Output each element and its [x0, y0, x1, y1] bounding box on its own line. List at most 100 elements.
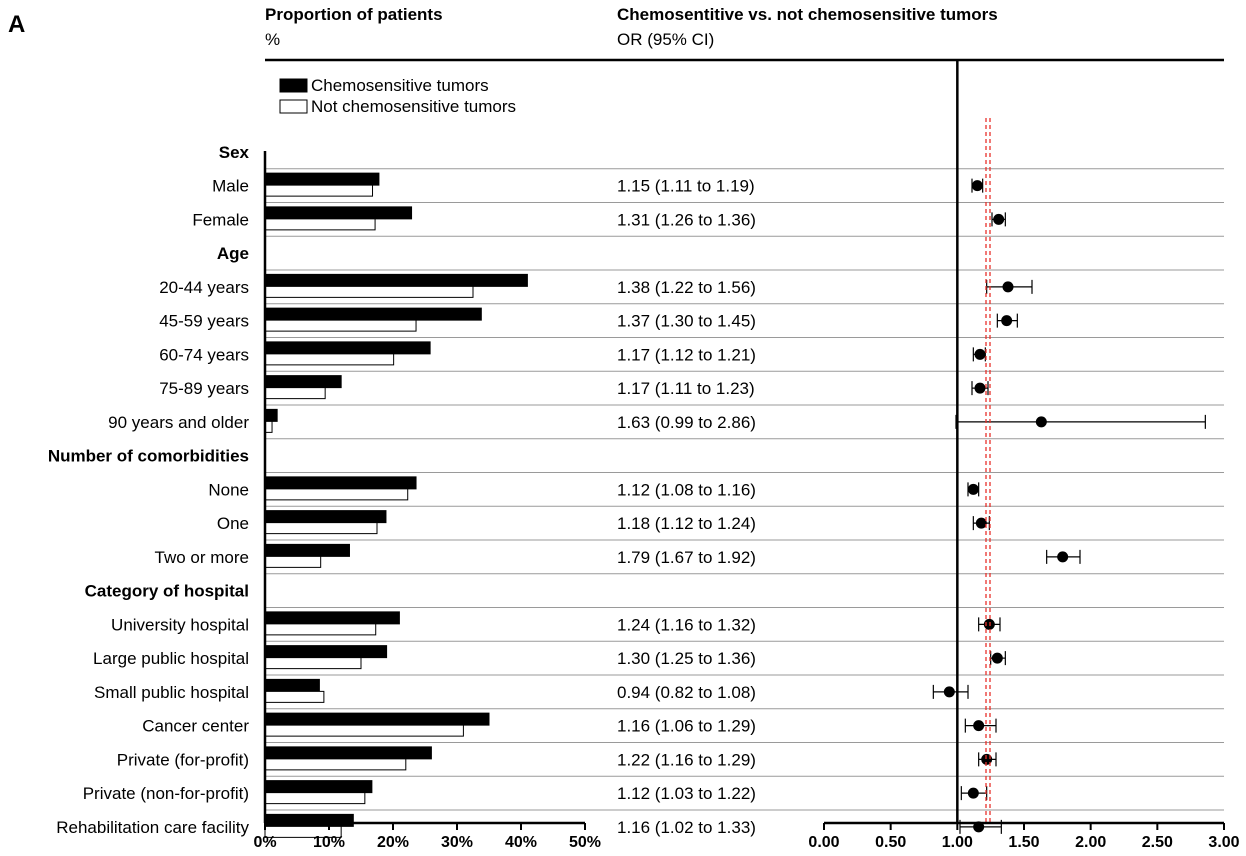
bar-chemosensitive-45-59-years: [264, 307, 482, 321]
row-label-rehabilitation-care-facility: Rehabilitation care facility: [56, 818, 249, 837]
row-label-cancer-center: Cancer center: [142, 717, 249, 736]
bar-chemosensitive-90-years-and-older: [264, 408, 278, 422]
left-header-unit: %: [265, 30, 280, 49]
bar-not-chemosensitive-private-for-profit: [264, 758, 407, 771]
legend: Chemosensitive tumors Not chemosensitive…: [279, 76, 516, 116]
bar-not-chemosensitive-private-non-for-profit: [264, 792, 366, 805]
bar-chemosensitive-60-74-years: [264, 341, 431, 355]
bar-not-chemosensitive-female: [264, 218, 376, 231]
row-label-none: None: [208, 480, 249, 499]
bar-x-tick-label: 30%: [441, 834, 473, 851]
or-text-cancer-center: 1.16 (1.06 to 1.29): [617, 717, 756, 736]
row-label-small-public-hospital: Small public hospital: [94, 683, 249, 702]
bar-chemosensitive-small-public-hospital: [264, 678, 320, 692]
bar-marks: [264, 172, 528, 838]
forest-x-tick-label: 3.00: [1208, 834, 1239, 851]
or-text-none: 1.12 (1.08 to 1.16): [617, 480, 756, 499]
bar-chemosensitive-male: [264, 172, 380, 186]
bar-chemosensitive-female: [264, 206, 413, 220]
or-text-private-non-for-profit: 1.12 (1.03 to 1.22): [617, 784, 756, 803]
bar-chemosensitive-two-or-more: [264, 543, 350, 557]
bar-chemosensitive-75-89-years: [264, 375, 342, 389]
forest-marks: [932, 60, 1206, 834]
bar-not-chemosensitive-large-public-hospital: [264, 657, 362, 670]
bar-not-chemosensitive-one: [264, 522, 378, 535]
bar-chemosensitive-private-non-for-profit: [264, 780, 373, 794]
bar-not-chemosensitive-cancer-center: [264, 724, 464, 737]
or-text-university-hospital: 1.24 (1.16 to 1.32): [617, 615, 756, 634]
bar-not-chemosensitive-60-74-years: [264, 353, 395, 366]
or-text-75-89-years: 1.17 (1.11 to 1.23): [617, 379, 755, 398]
row-label-90-years-and-older: 90 years and older: [108, 413, 249, 432]
or-text-private-for-profit: 1.22 (1.16 to 1.29): [617, 750, 756, 769]
or-text-45-59-years: 1.37 (1.30 to 1.45): [617, 312, 756, 331]
or-text-20-44-years: 1.38 (1.22 to 1.56): [617, 278, 756, 297]
or-point-private-non-for-profit: [967, 787, 979, 799]
right-header-title: Chemosentitive vs. not chemosensitive tu…: [617, 5, 998, 24]
panel-letter: A: [8, 11, 25, 38]
bar-chemosensitive-none: [264, 476, 417, 490]
or-point-75-89-years: [974, 382, 986, 394]
bar-not-chemosensitive-rehabilitation-care-facility: [264, 825, 342, 838]
or-point-20-44-years: [1002, 281, 1014, 293]
bar-x-tick-label: 20%: [377, 834, 409, 851]
bar-x-tick-label: 10%: [313, 834, 345, 851]
bar-chemosensitive-rehabilitation-care-facility: [264, 813, 354, 827]
legend-swatch-chemosensitive: [279, 78, 308, 93]
or-point-large-public-hospital: [991, 652, 1003, 664]
or-text-column: 1.15 (1.11 to 1.19) 1.31 (1.26 to 1.36) 1.…: [617, 177, 756, 837]
or-point-90-years-and-older: [1035, 416, 1047, 428]
bar-not-chemosensitive-two-or-more: [264, 555, 322, 568]
bar-chemosensitive-one: [264, 510, 387, 524]
bar-chemosensitive-large-public-hospital: [264, 645, 388, 659]
bar-chemosensitive-university-hospital: [264, 611, 400, 625]
forest-x-tick-label: 2.50: [1142, 834, 1173, 851]
bar-chemosensitive-cancer-center: [264, 712, 490, 726]
row-label-75-89-years: 75-89 years: [159, 379, 249, 398]
bar-not-chemosensitive-small-public-hospital: [264, 690, 325, 703]
or-point-cancer-center: [973, 720, 985, 732]
or-text-small-public-hospital: 0.94 (0.82 to 1.08): [617, 683, 756, 702]
or-text-male: 1.15 (1.11 to 1.19): [617, 177, 755, 196]
group-header-age: Age: [217, 244, 249, 263]
legend-swatch-not-chemosensitive: [279, 99, 308, 114]
or-text-one: 1.18 (1.12 to 1.24): [617, 514, 756, 533]
forest-x-tick-label: 0.00: [808, 834, 839, 851]
or-text-large-public-hospital: 1.30 (1.25 to 1.36): [617, 649, 756, 668]
legend-label-not-chemosensitive: Not chemosensitive tumors: [311, 97, 516, 116]
or-point-university-hospital: [983, 618, 995, 630]
or-text-90-years-and-older: 1.63 (0.99 to 2.86): [617, 413, 756, 432]
forest-x-tick-label: 0.50: [875, 834, 906, 851]
or-point-two-or-more: [1057, 551, 1069, 563]
or-text-female: 1.31 (1.26 to 1.36): [617, 210, 756, 229]
row-label-45-59-years: 45-59 years: [159, 312, 249, 331]
or-point-female: [993, 213, 1005, 225]
right-header-unit: OR (95% CI): [617, 30, 714, 49]
or-point-one: [975, 517, 987, 529]
legend-label-chemosensitive: Chemosensitive tumors: [311, 76, 489, 95]
bar-chemosensitive-20-44-years: [264, 273, 528, 287]
group-header-category-of-hospital: Category of hospital: [85, 582, 249, 601]
bar-not-chemosensitive-none: [264, 488, 409, 501]
or-text-rehabilitation-care-facility: 1.16 (1.02 to 1.33): [617, 818, 756, 837]
row-labels: Sex Male Female Age 20-44 years 45-59 years 60…: [48, 143, 250, 837]
bar-not-chemosensitive-75-89-years: [264, 387, 326, 400]
row-separators: [265, 168, 1224, 811]
bar-not-chemosensitive-university-hospital: [264, 623, 377, 636]
bar-not-chemosensitive-45-59-years: [264, 319, 417, 332]
bar-not-chemosensitive-male: [264, 184, 374, 197]
or-point-small-public-hospital: [943, 686, 955, 698]
axes: 0% 10% 20% 30% 40% 50% 0.00 0.50 1.00 1.50 2.00 2.5…: [253, 151, 1240, 851]
bar-not-chemosensitive-20-44-years: [264, 285, 474, 298]
left-header-title: Proportion of patients: [265, 5, 443, 24]
or-point-60-74-years: [974, 348, 986, 360]
forest-x-tick-label: 1.50: [1008, 834, 1039, 851]
bar-x-tick-label: 0%: [253, 834, 276, 851]
or-point-none: [967, 483, 979, 495]
forest-x-tick-label: 1.00: [942, 834, 973, 851]
row-label-one: One: [217, 514, 249, 533]
group-header-number-of-comorbidities: Number of comorbidities: [48, 447, 249, 466]
forest-x-tick-label: 2.00: [1075, 834, 1106, 851]
row-label-female: Female: [192, 210, 249, 229]
